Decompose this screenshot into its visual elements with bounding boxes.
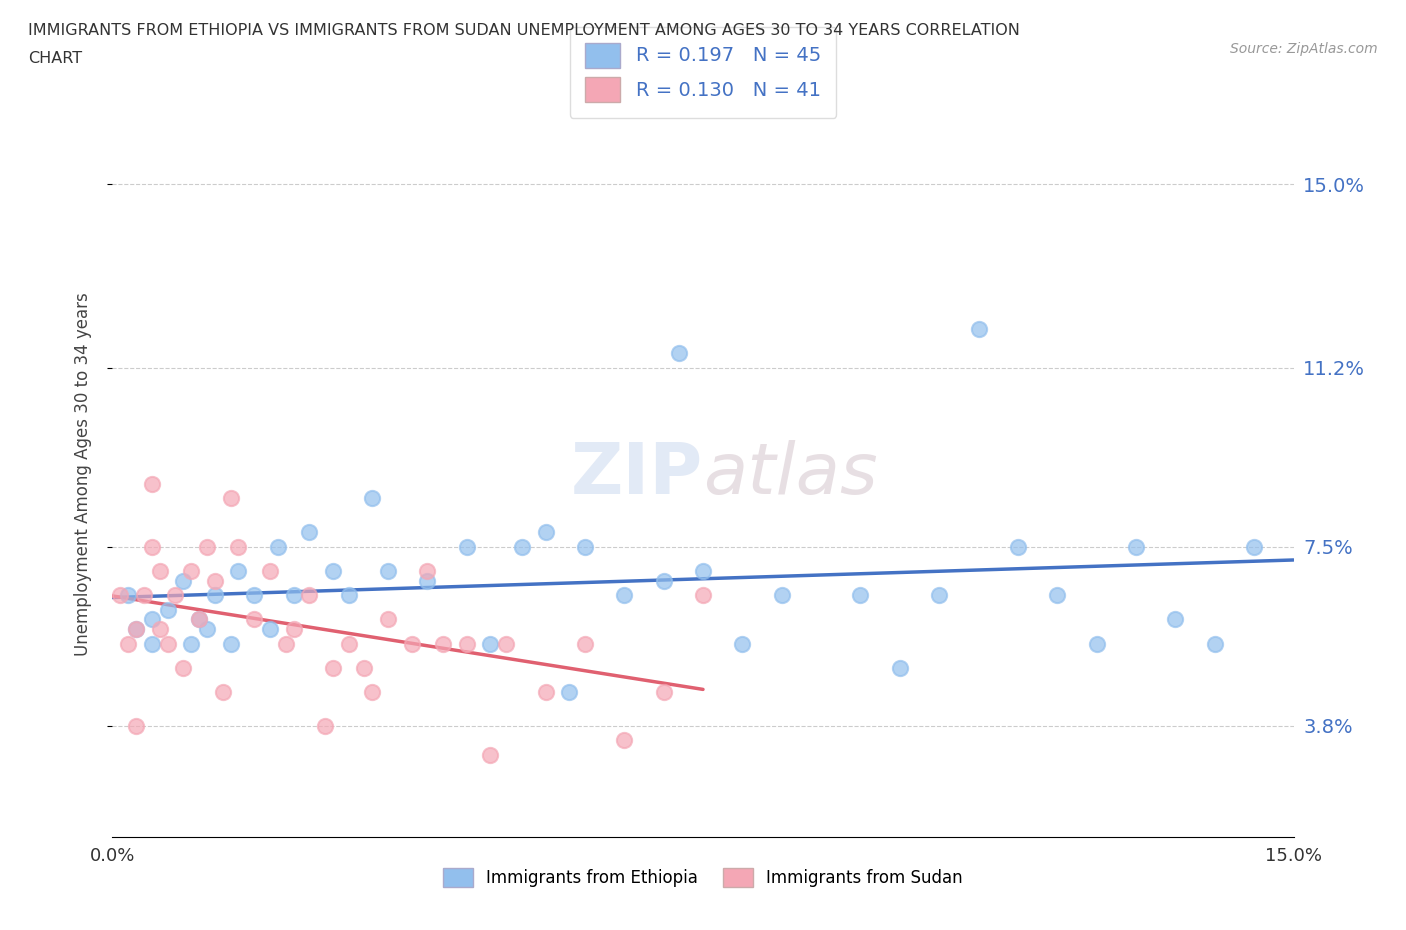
- Point: [188, 612, 211, 627]
- Point: [283, 588, 305, 603]
- Text: ZIP: ZIP: [571, 440, 703, 509]
- Point: [456, 636, 478, 651]
- Point: [668, 346, 690, 361]
- Point: [361, 684, 384, 699]
- Point: [1164, 612, 1187, 627]
- Text: CHART: CHART: [28, 51, 82, 66]
- Point: [298, 525, 321, 539]
- Point: [1007, 539, 1029, 554]
- Point: [195, 539, 218, 554]
- Point: [1243, 539, 1265, 554]
- Text: atlas: atlas: [703, 440, 877, 509]
- Legend: Immigrants from Ethiopia, Immigrants from Sudan: Immigrants from Ethiopia, Immigrants fro…: [436, 861, 970, 894]
- Point: [1204, 636, 1226, 651]
- Point: [180, 564, 202, 578]
- Point: [322, 660, 344, 675]
- Point: [613, 588, 636, 603]
- Point: [416, 573, 439, 588]
- Point: [692, 564, 714, 578]
- Point: [416, 564, 439, 578]
- Point: [156, 603, 179, 618]
- Point: [141, 612, 163, 627]
- Point: [204, 588, 226, 603]
- Point: [228, 564, 250, 578]
- Point: [967, 322, 990, 337]
- Point: [204, 573, 226, 588]
- Point: [337, 588, 360, 603]
- Point: [770, 588, 793, 603]
- Point: [322, 564, 344, 578]
- Point: [613, 733, 636, 748]
- Point: [1085, 636, 1108, 651]
- Point: [219, 491, 242, 506]
- Point: [495, 636, 517, 651]
- Point: [456, 539, 478, 554]
- Point: [149, 564, 172, 578]
- Point: [574, 539, 596, 554]
- Point: [274, 636, 297, 651]
- Point: [219, 636, 242, 651]
- Point: [117, 588, 139, 603]
- Point: [125, 621, 148, 636]
- Point: [401, 636, 423, 651]
- Point: [141, 476, 163, 491]
- Point: [141, 539, 163, 554]
- Point: [479, 748, 502, 763]
- Point: [125, 718, 148, 733]
- Point: [534, 684, 557, 699]
- Point: [574, 636, 596, 651]
- Point: [149, 621, 172, 636]
- Point: [928, 588, 950, 603]
- Point: [298, 588, 321, 603]
- Point: [117, 636, 139, 651]
- Point: [110, 588, 132, 603]
- Point: [243, 612, 266, 627]
- Point: [259, 621, 281, 636]
- Point: [211, 684, 233, 699]
- Point: [267, 539, 290, 554]
- Point: [337, 636, 360, 651]
- Point: [172, 573, 194, 588]
- Point: [353, 660, 375, 675]
- Point: [652, 573, 675, 588]
- Point: [361, 491, 384, 506]
- Point: [889, 660, 911, 675]
- Point: [243, 588, 266, 603]
- Point: [132, 588, 155, 603]
- Point: [125, 621, 148, 636]
- Text: Source: ZipAtlas.com: Source: ZipAtlas.com: [1230, 42, 1378, 56]
- Point: [510, 539, 533, 554]
- Point: [849, 588, 872, 603]
- Point: [652, 684, 675, 699]
- Point: [1046, 588, 1069, 603]
- Point: [534, 525, 557, 539]
- Point: [377, 564, 399, 578]
- Point: [314, 718, 336, 733]
- Point: [377, 612, 399, 627]
- Point: [432, 636, 454, 651]
- Text: IMMIGRANTS FROM ETHIOPIA VS IMMIGRANTS FROM SUDAN UNEMPLOYMENT AMONG AGES 30 TO : IMMIGRANTS FROM ETHIOPIA VS IMMIGRANTS F…: [28, 23, 1019, 38]
- Point: [558, 684, 581, 699]
- Point: [195, 621, 218, 636]
- Point: [1125, 539, 1147, 554]
- Point: [259, 564, 281, 578]
- Point: [188, 612, 211, 627]
- Point: [228, 539, 250, 554]
- Point: [156, 636, 179, 651]
- Point: [692, 588, 714, 603]
- Point: [731, 636, 754, 651]
- Y-axis label: Unemployment Among Ages 30 to 34 years: Unemployment Among Ages 30 to 34 years: [73, 292, 91, 657]
- Point: [180, 636, 202, 651]
- Point: [479, 636, 502, 651]
- Point: [172, 660, 194, 675]
- Point: [141, 636, 163, 651]
- Point: [165, 588, 187, 603]
- Point: [283, 621, 305, 636]
